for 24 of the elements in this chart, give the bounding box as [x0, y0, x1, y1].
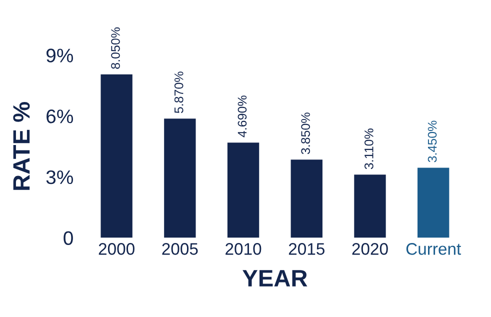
x-tick-label: 2020 [352, 243, 388, 255]
x-tick-label: 2015 [288, 243, 324, 255]
x-tick-label: 2005 [162, 243, 198, 255]
y-tick-label: 6% [46, 109, 74, 124]
data-label: 8.050% [111, 27, 120, 69]
data-label: 3.450% [428, 120, 437, 162]
y-axis-title: RATE % [13, 102, 30, 190]
x-tick-label: 2000 [98, 243, 134, 255]
y-tick-label: 3% [46, 170, 74, 184]
y-tick-label: 9% [46, 48, 74, 62]
bar [354, 174, 386, 238]
bar [100, 74, 132, 238]
bar [164, 118, 196, 238]
x-tick-label: 2010 [226, 243, 262, 255]
data-label: 4.690% [238, 96, 247, 138]
data-label: 3.110% [364, 128, 374, 170]
data-label: 3.850% [301, 112, 310, 154]
x-axis-title: YEAR [242, 270, 308, 286]
x-tick-label: Current [406, 243, 462, 255]
bar [227, 142, 260, 238]
bar [290, 160, 322, 238]
y-tick-label: 0 [64, 231, 73, 245]
data-label: 5.870% [174, 72, 184, 114]
bar [418, 168, 450, 238]
